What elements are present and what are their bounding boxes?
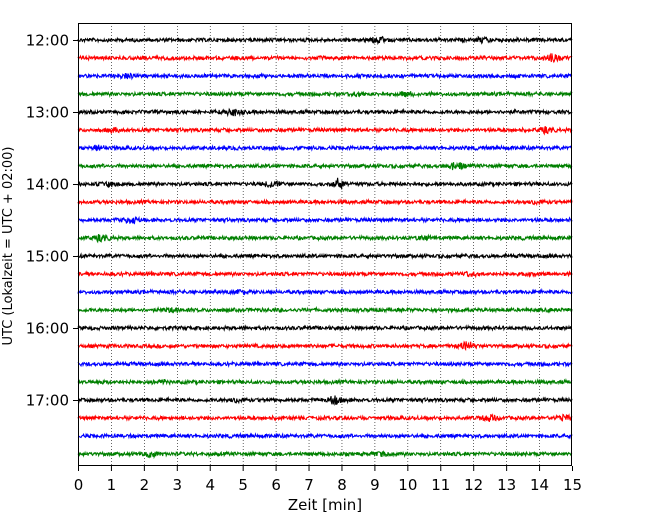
trace-line [77,177,573,191]
trace-line [77,90,573,99]
x-tick-label: 9 [370,476,380,494]
x-tick-label: 12 [464,476,483,494]
y-tick-label: 14:00 [26,176,69,194]
x-tick-label: 0 [74,476,84,494]
trace-line [77,305,573,314]
x-tick-label: 10 [398,476,417,494]
trace-line [77,270,573,279]
trace-line [77,125,573,136]
trace-line [77,197,573,207]
trace-line [77,252,573,260]
trace-line [77,287,573,296]
trace-line [77,52,573,64]
x-tick-label: 14 [530,476,549,494]
trace-line [77,431,573,440]
x-tick-label: 15 [563,476,582,494]
trace-line [77,215,573,225]
x-tick-label: 6 [271,476,281,494]
trace-line [77,143,573,152]
y-tick-label: 15:00 [26,248,69,266]
x-tick-label: 4 [205,476,215,494]
y-tick-label: 16:00 [26,320,69,338]
x-tick-label: 11 [431,476,450,494]
trace-line [77,413,573,423]
plot-frame [78,23,572,466]
x-tick-label: 8 [337,476,347,494]
x-tick-label: 13 [497,476,516,494]
trace-line [77,395,573,406]
trace-line [77,72,573,81]
y-axis-label: UTC (Lokalzeit = UTC + 02:00) [1,147,16,346]
x-axis-label: Zeit [min] [288,496,362,514]
trace-line [77,340,573,352]
trace-line [77,233,573,244]
x-tick-label: 2 [140,476,150,494]
x-tick-label: 5 [238,476,248,494]
y-tick-label: 17:00 [26,392,69,410]
trace-line [77,161,573,171]
trace-line [77,449,573,460]
trace-line [77,377,573,386]
y-axis-ticks: 12:00 13:00 14:00 15:00 16:00 17:00 [26,32,78,410]
x-tick-label: 3 [173,476,183,494]
trace-line [77,324,573,332]
x-axis-ticks: 0 1 2 3 4 5 6 7 8 9 10 11 12 13 14 15 [74,466,582,494]
trace-line [77,35,573,46]
x-tick-label: 1 [107,476,117,494]
trace-line [77,360,573,368]
x-tick-label: 7 [304,476,314,494]
y-tick-label: 12:00 [26,32,69,50]
trace-line [77,107,573,118]
trace-layer [77,35,573,460]
grid-layer [111,23,540,466]
y-tick-label: 13:00 [26,104,69,122]
